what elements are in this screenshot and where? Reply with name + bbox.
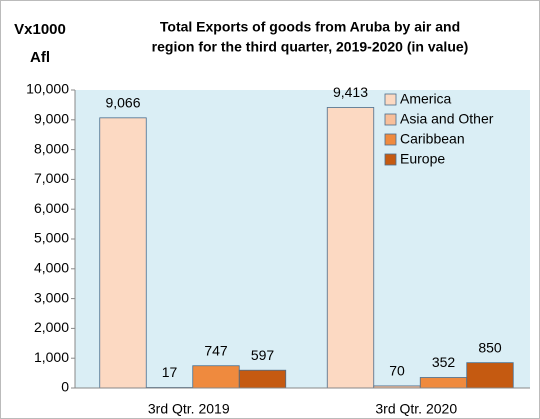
legend-label: Asia and Other (400, 111, 494, 127)
y-tick-label: 1,000 (34, 349, 69, 365)
x-tick-label: 3rd Qtr. 2019 (148, 401, 230, 417)
chart-title: Total Exports of goods from Aruba by air… (160, 19, 460, 35)
x-tick-label: 3rd Qtr. 2020 (375, 401, 457, 417)
y-tick-label: 6,000 (34, 200, 69, 216)
legend-swatch (384, 113, 397, 126)
bar (419, 377, 468, 389)
legend-label: America (400, 91, 452, 107)
bar (466, 362, 514, 389)
legend-swatch (384, 133, 397, 146)
y-tick-label: 2,000 (34, 319, 69, 335)
y-axis-label: Afl (30, 49, 50, 66)
data-label: 9,413 (333, 84, 368, 100)
plot-area (75, 90, 530, 388)
legend-label: Caribbean (400, 131, 465, 147)
bar (238, 369, 287, 389)
bar (99, 117, 147, 389)
bar (326, 107, 375, 389)
data-label: 352 (432, 354, 456, 370)
data-label: 70 (389, 363, 405, 379)
data-label: 9,066 (105, 95, 140, 111)
chart-title: region for the third quarter, 2019-2020 … (152, 39, 469, 55)
legend-swatch (384, 153, 397, 166)
y-tick-label: 0 (61, 379, 69, 395)
y-tick-label: 7,000 (34, 170, 69, 186)
data-label: 17 (162, 364, 178, 380)
data-label: 850 (478, 339, 502, 355)
data-label: 747 (204, 342, 228, 358)
y-tick-label: 4,000 (34, 260, 69, 276)
y-tick-label: 9,000 (34, 111, 69, 127)
y-tick-label: 5,000 (34, 230, 69, 246)
bar (192, 365, 240, 389)
y-tick-label: 8,000 (34, 140, 69, 156)
data-label: 597 (251, 347, 275, 363)
legend-swatch (384, 93, 397, 106)
y-axis-label: Vx1000 (14, 21, 66, 38)
y-tick-label: 10,000 (26, 81, 69, 97)
y-tick-label: 3,000 (34, 289, 69, 305)
legend-label: Europe (400, 151, 445, 167)
